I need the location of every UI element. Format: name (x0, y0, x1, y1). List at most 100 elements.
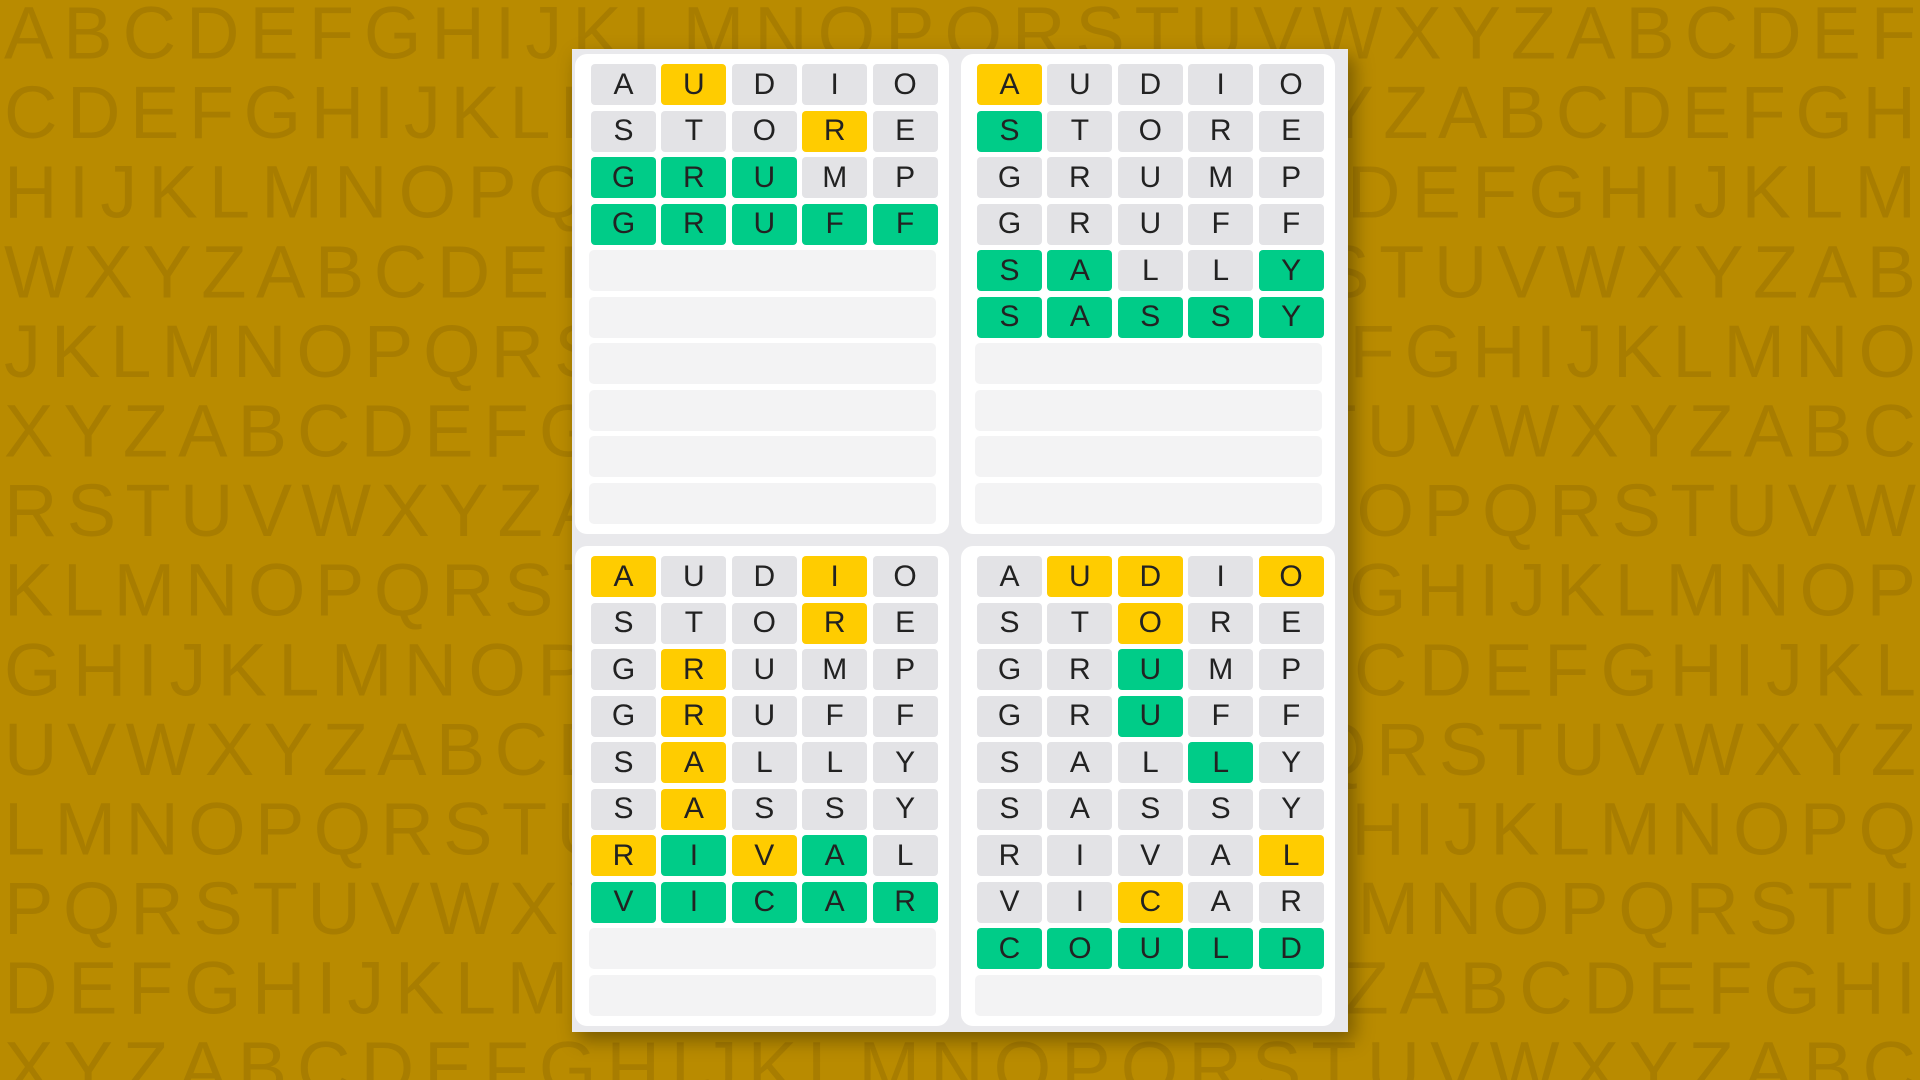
letter-tile: O (1117, 110, 1183, 152)
letter-tile: T (1047, 602, 1113, 644)
letter-tile: A (1047, 788, 1113, 830)
letter-tile: D (731, 556, 797, 597)
letter-tile: R (661, 649, 727, 690)
letter-tile: C (977, 928, 1042, 969)
letter-tile: P (1258, 157, 1324, 198)
letter-tile: L (1117, 250, 1183, 291)
letter-tile: A (1047, 250, 1113, 291)
letter-tile: U (661, 64, 727, 105)
letter-tile: I (1188, 556, 1254, 597)
letter-tile: I (1188, 64, 1254, 105)
letter-tile: U (731, 203, 797, 245)
letter-tile: S (977, 742, 1042, 783)
letter-tile: F (1188, 203, 1254, 245)
letter-tile: T (661, 602, 727, 644)
letter-tile: A (1047, 296, 1113, 338)
letter-tile: G (977, 649, 1042, 690)
letter-tile: O (731, 110, 797, 152)
letter-tile: R (977, 835, 1042, 876)
letter-tile: S (1188, 296, 1254, 338)
letter-tile: R (802, 602, 868, 644)
letter-tile: S (731, 788, 797, 830)
letter-tile: O (1258, 556, 1324, 597)
letter-tile: L (1188, 742, 1254, 783)
letter-tile: U (1117, 695, 1183, 737)
letter-tile: O (1258, 64, 1324, 105)
letter-tile: C (1117, 881, 1183, 923)
empty-row (975, 389, 1322, 431)
empty-row (589, 436, 936, 477)
letter-tile: S (977, 110, 1042, 152)
background-letters: XYZABCDEFGHIJKLMNOPQRSTUVWXYZABC (4, 1026, 1916, 1080)
letter-tile: C (731, 881, 797, 923)
letter-tile: I (661, 835, 727, 876)
letter-tile: S (591, 602, 656, 644)
letter-tile: F (1258, 695, 1324, 737)
letter-tile: U (731, 157, 797, 198)
letter-tile: E (872, 602, 938, 644)
letter-tile: A (802, 881, 868, 923)
empty-row (975, 482, 1322, 524)
letter-tile: Y (1258, 250, 1324, 291)
letter-tile: S (1188, 788, 1254, 830)
letter-tile: I (1047, 881, 1113, 923)
letter-tile: I (802, 556, 868, 597)
letter-tile: L (1258, 835, 1324, 876)
letter-tile: A (591, 64, 656, 105)
empty-row (975, 343, 1322, 384)
letter-tile: G (977, 695, 1042, 737)
letter-tile: V (1117, 835, 1183, 876)
letter-tile: R (872, 881, 938, 923)
letter-tile: R (1047, 157, 1113, 198)
letter-tile: S (1117, 788, 1183, 830)
letter-tile: U (1047, 556, 1113, 597)
letter-tile: A (1188, 881, 1254, 923)
letter-tile: E (872, 110, 938, 152)
letter-tile: A (661, 742, 727, 783)
letter-tile: I (802, 64, 868, 105)
letter-tile: U (731, 695, 797, 737)
letter-tile: D (1117, 556, 1183, 597)
letter-tile: U (1047, 64, 1113, 105)
letter-tile: S (977, 250, 1042, 291)
letter-tile: R (1047, 649, 1113, 690)
letter-tile: O (1117, 602, 1183, 644)
empty-row (589, 974, 936, 1016)
letter-tile: Y (1258, 296, 1324, 338)
letter-tile: S (977, 296, 1042, 338)
letter-tile: G (591, 649, 656, 690)
empty-row (589, 250, 936, 291)
empty-row (589, 296, 936, 338)
letter-tile: E (1258, 110, 1324, 152)
letter-tile: Y (1258, 788, 1324, 830)
empty-row (589, 928, 936, 969)
letter-tile: V (977, 881, 1042, 923)
letter-tile: G (977, 157, 1042, 198)
letter-tile: P (872, 649, 938, 690)
letter-tile: L (872, 835, 938, 876)
empty-row (975, 974, 1322, 1016)
letter-tile: R (1188, 110, 1254, 152)
letter-tile: F (1188, 695, 1254, 737)
letter-tile: F (1258, 203, 1324, 245)
letter-tile: L (731, 742, 797, 783)
letter-tile: Y (1258, 742, 1324, 783)
letter-tile: S (591, 110, 656, 152)
letter-tile: S (802, 788, 868, 830)
letter-tile: U (1117, 203, 1183, 245)
letter-tile: V (591, 881, 656, 923)
letter-tile: F (802, 695, 868, 737)
letter-tile: G (591, 157, 656, 198)
empty-row (589, 389, 936, 431)
letter-tile: O (872, 556, 938, 597)
letter-tile: M (1188, 649, 1254, 690)
letter-tile: M (1188, 157, 1254, 198)
letter-tile: S (591, 742, 656, 783)
letter-tile: R (661, 203, 727, 245)
letter-tile: L (1188, 928, 1254, 969)
letter-tile: D (731, 64, 797, 105)
letter-tile: S (977, 788, 1042, 830)
